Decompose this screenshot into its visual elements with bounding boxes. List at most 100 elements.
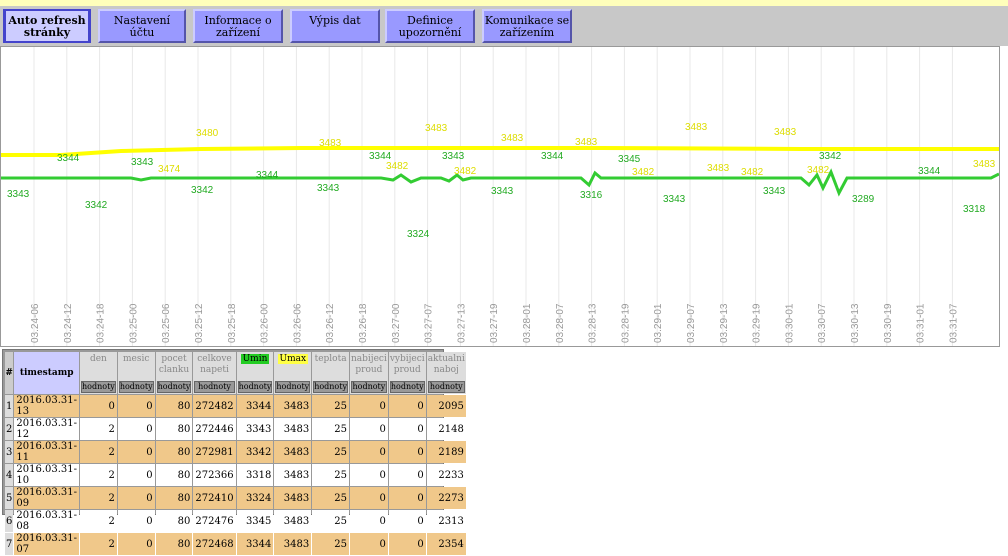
- table-cell: 2273: [426, 487, 466, 509]
- tab-auto-refresh[interactable]: Auto refresh stránky: [3, 9, 91, 43]
- col-header-label: pocet clanku: [156, 352, 193, 380]
- table-row: 4 2016.03.31-10 2 0 80 272366 3318 3483 25 0 0 2233: [5, 464, 466, 486]
- col-header[interactable]: Umax hodnoty: [274, 352, 312, 394]
- col-header-label: Umin: [237, 352, 274, 380]
- col-header[interactable]: den hodnoty: [80, 352, 117, 394]
- table-cell: 0: [388, 441, 426, 463]
- x-tick-label: 03.29-19: [752, 303, 763, 343]
- col-header-label: aktualni naboj: [427, 352, 466, 380]
- x-tick-label: 03.24-12: [63, 303, 74, 343]
- table-cell: 0: [349, 418, 388, 440]
- table-cell: 0: [117, 533, 155, 555]
- values-button[interactable]: hodnoty: [237, 381, 273, 393]
- tab-device-communication[interactable]: Komunikace se zařízením: [482, 9, 572, 43]
- x-tick-label: 03.29-07: [686, 303, 697, 343]
- values-button[interactable]: hodnoty: [194, 381, 235, 393]
- umin-data-label: 3289: [852, 194, 875, 205]
- table-cell: 4: [5, 464, 14, 486]
- col-header[interactable]: aktualni naboj hodnoty: [426, 352, 466, 394]
- table-cell: 0: [388, 533, 426, 555]
- x-tick-label: 03.26-12: [325, 303, 336, 343]
- table-cell: 2016.03.31-13: [14, 395, 80, 417]
- table-cell: 2: [80, 533, 117, 555]
- table-cell: 2: [80, 487, 117, 509]
- umin-data-label: 3324: [407, 229, 430, 240]
- table-cell: 1: [5, 395, 14, 417]
- col-header[interactable]: Umin hodnoty: [236, 352, 274, 394]
- tab-alert-definition-label: Definice upozornění: [398, 14, 462, 39]
- x-tick-label: 03.28-01: [522, 303, 533, 343]
- table-cell: 80: [155, 533, 193, 555]
- table-cell: 25: [312, 418, 349, 440]
- col-header[interactable]: nabijeci proud hodnoty: [349, 352, 388, 394]
- table-cell: 2233: [426, 464, 466, 486]
- table-cell: 2354: [426, 533, 466, 555]
- x-tick-label: 03.25-12: [194, 303, 205, 343]
- values-button[interactable]: hodnoty: [81, 381, 116, 393]
- x-tick-label: 03.31-01: [916, 303, 927, 343]
- table-cell: 80: [155, 464, 193, 486]
- col-header-text: Umin: [240, 354, 270, 364]
- x-tick-label: 03.25-06: [161, 303, 172, 343]
- table-cell: 0: [117, 441, 155, 463]
- tab-device-communication-label-2: zařízením: [499, 26, 555, 39]
- table-cell: 272366: [193, 464, 236, 486]
- table-cell: 0: [388, 510, 426, 532]
- umax-data-label: 3482: [741, 167, 764, 178]
- tab-account-settings[interactable]: Nastavení účtu: [98, 9, 186, 43]
- table-cell: 25: [312, 487, 349, 509]
- col-header[interactable]: pocet clanku hodnoty: [155, 352, 193, 394]
- x-tick-label: 03.27-13: [456, 303, 467, 343]
- tab-alert-definition[interactable]: Definice upozornění: [385, 9, 475, 43]
- table-cell: 0: [349, 487, 388, 509]
- table-cell: 3318: [236, 464, 274, 486]
- x-tick-label: 03.29-13: [719, 303, 730, 343]
- tab-device-info[interactable]: Informace o zařízení: [193, 9, 283, 43]
- table-cell: 2016.03.31-12: [14, 418, 80, 440]
- table-cell: 272482: [193, 395, 236, 417]
- table-cell: 3324: [236, 487, 274, 509]
- table-cell: 272446: [193, 418, 236, 440]
- values-button[interactable]: hodnoty: [427, 381, 465, 393]
- values-button[interactable]: hodnoty: [313, 381, 348, 393]
- table-cell: 2: [80, 441, 117, 463]
- values-button[interactable]: hodnoty: [275, 381, 311, 393]
- col-header-text: den: [89, 354, 107, 364]
- col-header[interactable]: celkove napeti hodnoty: [193, 352, 236, 394]
- umin-data-label: 3343: [763, 186, 786, 197]
- tab-device-communication-label: Komunikace se: [484, 14, 570, 27]
- x-tick-label: 03.30-13: [850, 303, 861, 343]
- values-button[interactable]: hodnoty: [350, 381, 387, 393]
- col-header[interactable]: vybijeci proud hodnoty: [388, 352, 426, 394]
- umax-data-label: 3342: [819, 151, 842, 162]
- tab-data-listing-label: Výpis dat: [309, 14, 361, 27]
- tab-data-listing[interactable]: Výpis dat: [290, 9, 380, 43]
- x-tick-label: 03.24-18: [96, 303, 107, 343]
- table-cell: 3483: [274, 395, 312, 417]
- table-cell: 3343: [236, 418, 274, 440]
- table-cell: 0: [80, 395, 117, 417]
- table-row: 7 2016.03.31-07 2 0 80 272468 3344 3483 25 0 0 2354: [5, 533, 466, 555]
- table-cell: 3483: [274, 533, 312, 555]
- table-cell: 3345: [236, 510, 274, 532]
- x-tick-label: 03.28-19: [620, 303, 631, 343]
- table-cell: 0: [349, 510, 388, 532]
- table-cell: 2148: [426, 418, 466, 440]
- table-cell: 272981: [193, 441, 236, 463]
- x-tick-label: 03.26-18: [358, 303, 369, 343]
- values-button[interactable]: hodnoty: [389, 381, 425, 393]
- col-header[interactable]: mesic hodnoty: [117, 352, 155, 394]
- umax-data-label: 3344: [918, 166, 941, 177]
- umin-data-label: 3343: [491, 186, 514, 197]
- table-cell: 272476: [193, 510, 236, 532]
- table-cell: 3342: [236, 441, 274, 463]
- umax-data-label: 3480: [196, 128, 219, 139]
- x-tick-label: 03.28-13: [588, 303, 599, 343]
- col-header[interactable]: teplota hodnoty: [312, 352, 349, 394]
- table-cell: 3344: [236, 533, 274, 555]
- x-tick-label: 03.25-00: [128, 303, 139, 343]
- values-button[interactable]: hodnoty: [156, 381, 192, 393]
- col-header-text: celkove napeti: [197, 354, 232, 375]
- table-cell: 0: [349, 533, 388, 555]
- values-button[interactable]: hodnoty: [118, 381, 154, 393]
